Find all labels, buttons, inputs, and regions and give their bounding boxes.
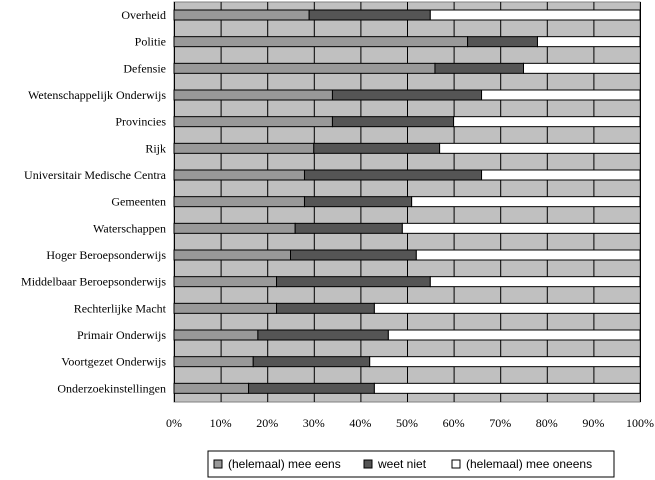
bar-segment (415, 249, 641, 261)
category-labels: Overheid Politie Defensie Wetenschappelijk … (21, 8, 167, 395)
bar-segment (303, 196, 413, 208)
category-label: Politie (135, 35, 166, 49)
category-label: Provincies (115, 115, 166, 129)
bar-segment (257, 329, 389, 341)
bar-segment (401, 222, 641, 234)
category-label: Universitair Medische Centra (24, 168, 167, 182)
bar-segment (276, 276, 431, 288)
category-label: Middelbaar Beroepsonderwijs (21, 275, 166, 289)
bar-segment (173, 329, 259, 341)
legend-label: (helemaal) mee oneens (466, 457, 592, 471)
bar-segment (434, 62, 524, 74)
x-tick-label: 60% (443, 416, 465, 430)
bar-segment (331, 89, 483, 101)
x-tick-labels: 0% 10% 20% 30% 40% 50% 60% 70% 80% 90% 100% (166, 416, 654, 430)
bar-segment (439, 142, 641, 154)
legend-swatch (363, 459, 373, 469)
bar-segment (276, 302, 375, 314)
x-tick-label: 0% (166, 416, 182, 430)
bar-segment (294, 222, 403, 234)
category-label: Primair Onderwijs (77, 328, 166, 342)
category-label: Defensie (123, 61, 166, 75)
bar-segment (290, 249, 417, 261)
bar-segment (173, 382, 250, 394)
bar-segment (481, 169, 641, 181)
category-label: Rijk (145, 141, 166, 155)
bar-segment (411, 196, 641, 208)
x-tick-label: 70% (489, 416, 511, 430)
x-tick-label: 10% (210, 416, 232, 430)
category-label: Rechterlijke Macht (74, 301, 167, 315)
bar-segment (429, 9, 641, 21)
bar-segment (313, 142, 441, 154)
bar-segment (373, 302, 641, 314)
category-label: Voortgezet Onderwijs (61, 355, 166, 369)
category-label: Onderzoekinstellingen (57, 381, 166, 395)
bar-segment (173, 302, 278, 314)
bar-segment (173, 89, 333, 101)
bar-segment (173, 62, 436, 74)
bar-segment (303, 169, 483, 181)
category-label: Overheid (121, 8, 166, 22)
bar-segment (173, 222, 296, 234)
bar-segment (369, 356, 641, 368)
bar-segment (248, 382, 375, 394)
bars (173, 9, 641, 394)
x-tick-label: 50% (396, 416, 418, 430)
category-label: Waterschappen (93, 221, 166, 235)
x-tick-label: 20% (256, 416, 278, 430)
x-tick-label: 90% (582, 416, 604, 430)
category-label: Hoger Beroepsonderwijs (46, 248, 166, 262)
bar-segment (453, 116, 641, 128)
bar-segment (331, 116, 455, 128)
legend-swatch (451, 459, 461, 469)
bar-segment (523, 62, 641, 74)
bar-segment (536, 36, 641, 48)
x-tick-label: 100% (626, 416, 654, 430)
category-label: Gemeenten (111, 195, 166, 209)
x-tick-label: 80% (536, 416, 558, 430)
legend: (helemaal) mee eens weet niet (helemaal) m… (207, 450, 615, 478)
legend-label: weet niet (377, 457, 427, 471)
bar-segment (173, 116, 333, 128)
x-tick-label: 40% (349, 416, 371, 430)
bar-segment (173, 9, 310, 21)
bar-segment (173, 196, 305, 208)
bar-segment (173, 276, 278, 288)
legend-label: (helemaal) mee eens (228, 457, 341, 471)
bar-segment (252, 356, 371, 368)
bar-segment (173, 142, 315, 154)
bar-segment (481, 89, 641, 101)
bar-segment (173, 169, 305, 181)
bar-segment (173, 249, 291, 261)
bar-segment (173, 356, 254, 368)
bar-segment (387, 329, 641, 341)
bar-segment (308, 9, 431, 21)
x-tick-label: 30% (303, 416, 325, 430)
category-label: Wetenschappelijk Onderwijs (28, 88, 166, 102)
bar-segment (373, 382, 641, 394)
bar-segment (173, 36, 469, 48)
bar-segment (467, 36, 538, 48)
bar-segment (429, 276, 641, 288)
legend-box (207, 450, 615, 478)
legend-swatch (213, 459, 223, 469)
